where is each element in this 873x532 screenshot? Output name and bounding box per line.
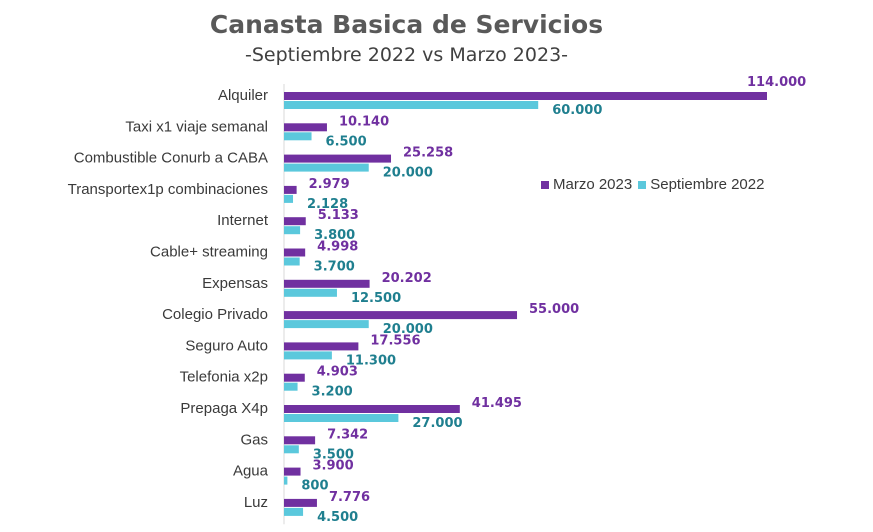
- bar-septiembre-2022-agua: [284, 476, 288, 485]
- bar-septiembre-2022-prepaga-x4p: [284, 414, 399, 422]
- category-label-telefonia-x2p: Telefonia x2p: [180, 369, 268, 386]
- data-label-marzo-2023-seguro-auto: 17.556: [370, 333, 420, 348]
- data-label-septiembre-2022-expensas: 12.500: [351, 291, 401, 306]
- category-label-seguro-auto: Seguro Auto: [185, 337, 268, 354]
- data-label-marzo-2023-transportex1p-combinaciones: 2.979: [309, 177, 350, 192]
- data-label-septiembre-2022-combustible-conurb-a-caba: 20.000: [383, 166, 433, 181]
- bar-septiembre-2022-alquiler: [284, 101, 539, 109]
- bar-septiembre-2022-internet: [284, 226, 301, 235]
- bar-marzo-2023-alquiler: [284, 92, 767, 100]
- bar-marzo-2023-taxi-x1-viaje-semanal: [284, 123, 327, 132]
- chart-title: Canasta Basica de Servicios: [209, 10, 604, 39]
- category-label-cable-streaming: Cable+ streaming: [150, 244, 268, 261]
- bar-marzo-2023-colegio-privado: [284, 311, 518, 320]
- bar-septiembre-2022-expensas: [284, 288, 337, 297]
- bar-septiembre-2022-taxi-x1-viaje-semanal: [284, 132, 312, 141]
- bar-marzo-2023-agua: [284, 467, 301, 476]
- data-label-septiembre-2022-cable-streaming: 3.700: [314, 260, 355, 275]
- legend-swatch-marzo-2023: [541, 180, 549, 189]
- data-label-septiembre-2022-gas: 3.500: [313, 447, 354, 462]
- data-label-marzo-2023-colegio-privado: 55.000: [529, 302, 579, 317]
- legend: Marzo 2023 Septiembre 2022: [541, 176, 770, 193]
- bar-marzo-2023-expensas: [284, 279, 370, 288]
- data-label-septiembre-2022-agua: 800: [301, 479, 328, 494]
- category-label-prepaga-x4p: Prepaga X4p: [180, 400, 268, 417]
- legend-label-marzo-2023: Marzo 2023: [553, 176, 633, 193]
- bar-marzo-2023-seguro-auto: [284, 342, 359, 351]
- bar-marzo-2023-internet: [284, 217, 306, 226]
- category-label-gas: Gas: [240, 431, 268, 448]
- category-label-combustible-conurb-a-caba: Combustible Conurb a CABA: [74, 150, 268, 167]
- data-label-septiembre-2022-prepaga-x4p: 27.000: [412, 416, 462, 431]
- category-label-transportex1p-combinaciones: Transportex1p combinaciones: [68, 181, 268, 198]
- bar-marzo-2023-gas: [284, 436, 316, 445]
- bar-septiembre-2022-gas: [284, 445, 299, 454]
- bar-marzo-2023-prepaga-x4p: [284, 405, 460, 413]
- legend-swatch-septiembre-2022: [638, 180, 647, 189]
- data-label-marzo-2023-expensas: 20.202: [382, 271, 432, 286]
- bar-septiembre-2022-seguro-auto: [284, 351, 332, 360]
- bar-marzo-2023-cable-streaming: [284, 248, 306, 257]
- bar-marzo-2023-transportex1p-combinaciones: [284, 185, 297, 194]
- data-label-marzo-2023-cable-streaming: 4.998: [317, 240, 358, 255]
- chart-subtitle: -Septiembre 2022 vs Marzo 2023-: [244, 44, 569, 66]
- bar-septiembre-2022-telefonia-x2p: [284, 382, 298, 391]
- data-label-septiembre-2022-transportex1p-combinaciones: 2.128: [307, 197, 348, 212]
- category-label-agua: Agua: [233, 463, 269, 480]
- data-label-septiembre-2022-telefonia-x2p: 3.200: [312, 385, 353, 400]
- data-label-septiembre-2022-luz: 4.500: [317, 510, 358, 525]
- bar-marzo-2023-combustible-conurb-a-caba: [284, 154, 392, 163]
- bar-septiembre-2022-luz: [284, 507, 304, 516]
- bar-septiembre-2022-combustible-conurb-a-caba: [284, 163, 369, 172]
- legend-item-septiembre-2022: Septiembre 2022: [638, 176, 764, 193]
- bar-marzo-2023-luz: [284, 498, 317, 507]
- data-label-septiembre-2022-colegio-privado: 20.000: [383, 322, 433, 337]
- category-label-taxi-x1-viaje-semanal: Taxi x1 viaje semanal: [125, 118, 268, 135]
- data-label-marzo-2023-gas: 7.342: [327, 427, 368, 442]
- title-block: Canasta Basica de Servicios -Septiembre …: [0, 8, 873, 68]
- category-label-alquiler: Alquiler: [218, 87, 268, 104]
- data-label-marzo-2023-agua: 3.900: [313, 459, 354, 474]
- data-label-marzo-2023-combustible-conurb-a-caba: 25.258: [403, 146, 453, 161]
- bar-septiembre-2022-colegio-privado: [284, 320, 369, 329]
- data-label-marzo-2023-alquiler: 114.000: [747, 75, 806, 90]
- bar-septiembre-2022-transportex1p-combinaciones: [284, 194, 294, 203]
- bar-septiembre-2022-cable-streaming: [284, 257, 300, 266]
- data-label-septiembre-2022-taxi-x1-viaje-semanal: 6.500: [326, 134, 367, 149]
- category-label-internet: Internet: [217, 212, 269, 229]
- data-label-marzo-2023-luz: 7.776: [329, 490, 370, 505]
- data-label-marzo-2023-telefonia-x2p: 4.903: [317, 365, 358, 380]
- data-label-marzo-2023-taxi-x1-viaje-semanal: 10.140: [339, 114, 389, 129]
- bar-marzo-2023-telefonia-x2p: [284, 373, 305, 382]
- category-label-luz: Luz: [244, 494, 268, 511]
- category-label-expensas: Expensas: [202, 275, 268, 292]
- legend-label-septiembre-2022: Septiembre 2022: [650, 176, 765, 193]
- data-label-septiembre-2022-alquiler: 60.000: [552, 103, 602, 118]
- data-label-septiembre-2022-seguro-auto: 11.300: [346, 353, 396, 368]
- data-label-marzo-2023-prepaga-x4p: 41.495: [472, 396, 522, 411]
- data-label-marzo-2023-internet: 5.133: [318, 208, 359, 223]
- legend-item-marzo-2023: Marzo 2023: [541, 176, 632, 193]
- data-label-septiembre-2022-internet: 3.800: [314, 228, 355, 243]
- category-label-colegio-privado: Colegio Privado: [162, 306, 268, 323]
